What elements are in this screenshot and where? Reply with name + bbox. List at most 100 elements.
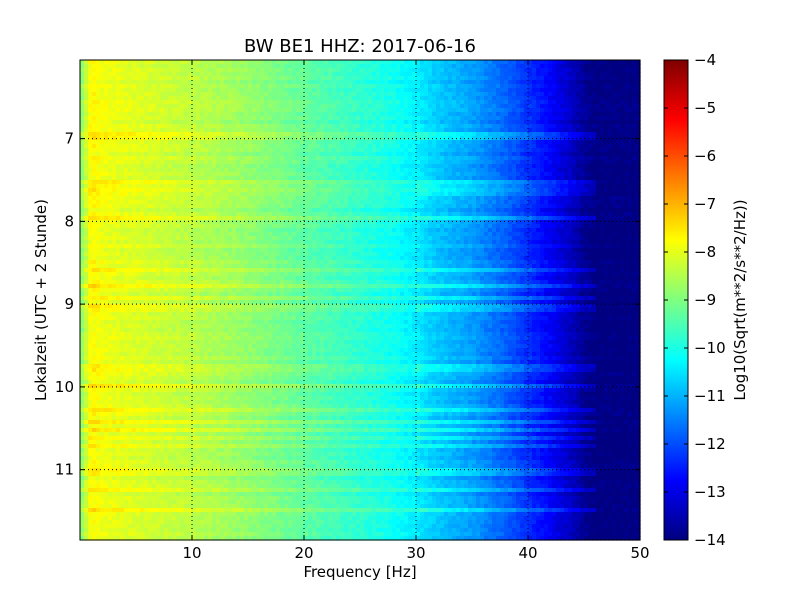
heatmap-cell [524,108,529,113]
heatmap-cell [556,188,561,193]
heatmap-cell [460,184,465,189]
heatmap-cell [424,116,429,121]
heatmap-cell [192,104,197,109]
heatmap-cell [404,120,409,125]
heatmap-cell [376,120,381,125]
heatmap-cell [264,60,269,65]
heatmap-cell [548,92,553,97]
heatmap-cell [312,164,317,169]
heatmap-cell [212,100,217,105]
heatmap-cell [456,196,461,201]
heatmap-cell [468,76,473,81]
heatmap-cell [384,140,389,145]
heatmap-cell [220,184,225,189]
heatmap-cell [352,148,357,153]
heatmap-cell [144,128,149,133]
heatmap-cell [500,136,505,141]
heatmap-cell [424,104,429,109]
heatmap-cell [384,68,389,73]
heatmap-cell [600,188,605,193]
heatmap-cell [136,144,141,149]
heatmap-cell [360,68,365,73]
heatmap-cell [116,68,121,73]
heatmap-cell [256,172,261,177]
heatmap-cell [468,60,473,65]
heatmap-cell [400,188,405,193]
heatmap-cell [288,76,293,81]
heatmap-cell [596,180,601,185]
heatmap-cell [124,184,129,189]
heatmap-cell [252,84,257,89]
heatmap-cell [616,64,621,69]
heatmap-cell [420,132,425,137]
heatmap-cell [204,68,209,73]
heatmap-cell [116,96,121,101]
heatmap-cell [564,100,569,105]
heatmap-cell [80,68,85,73]
heatmap-cell [200,104,205,109]
heatmap-cell [268,160,273,165]
heatmap-cell [524,116,529,121]
heatmap-cell [368,108,373,113]
heatmap-cell [304,160,309,165]
heatmap-cell [580,76,585,81]
heatmap-cell [472,192,477,197]
heatmap-cell [444,104,449,109]
heatmap-cell [140,92,145,97]
heatmap-cell [300,164,305,169]
heatmap-cell [288,128,293,133]
heatmap-cell [472,196,477,201]
heatmap-cell [444,120,449,125]
heatmap-cell [260,160,265,165]
heatmap-cell [616,184,621,189]
heatmap-cell [96,76,101,81]
heatmap-cell [204,96,209,101]
heatmap-cell [104,180,109,185]
heatmap-cell [292,104,297,109]
heatmap-cell [84,64,89,69]
heatmap-cell [228,104,233,109]
heatmap-cell [636,68,641,73]
heatmap-cell [616,84,621,89]
heatmap-cell [84,120,89,125]
heatmap-cell [252,156,257,161]
heatmap-cell [504,108,509,113]
heatmap-cell [556,96,561,101]
heatmap-cell [324,100,329,105]
heatmap-cell [488,164,493,169]
heatmap-cell [280,68,285,73]
heatmap-cell [96,92,101,97]
heatmap-cell [496,108,501,113]
heatmap-cell [256,100,261,105]
heatmap-cell [216,140,221,145]
heatmap-cell [216,92,221,97]
heatmap-cell [80,196,85,201]
heatmap-cell [564,192,569,197]
heatmap-cell [88,96,93,101]
heatmap-cell [200,120,205,125]
heatmap-cell [564,60,569,65]
heatmap-cell [212,188,217,193]
heatmap-cell [108,164,113,169]
heatmap-cell [524,172,529,177]
heatmap-cell [244,152,249,157]
heatmap-cell [628,184,633,189]
heatmap-cell [284,64,289,69]
heatmap-cell [224,188,229,193]
heatmap-cell [284,164,289,169]
heatmap-cell [460,60,465,65]
heatmap-cell [232,80,237,85]
heatmap-cell [368,176,373,181]
heatmap-cell [212,152,217,157]
heatmap-cell [616,172,621,177]
heatmap-cell [372,68,377,73]
heatmap-cell [300,92,305,97]
heatmap-cell [384,172,389,177]
heatmap-cell [268,100,273,105]
heatmap-cell [320,188,325,193]
heatmap-cell [512,60,517,65]
heatmap-cell [316,84,321,89]
heatmap-cell [612,116,617,121]
heatmap-cell [148,180,153,185]
heatmap-cell [620,148,625,153]
